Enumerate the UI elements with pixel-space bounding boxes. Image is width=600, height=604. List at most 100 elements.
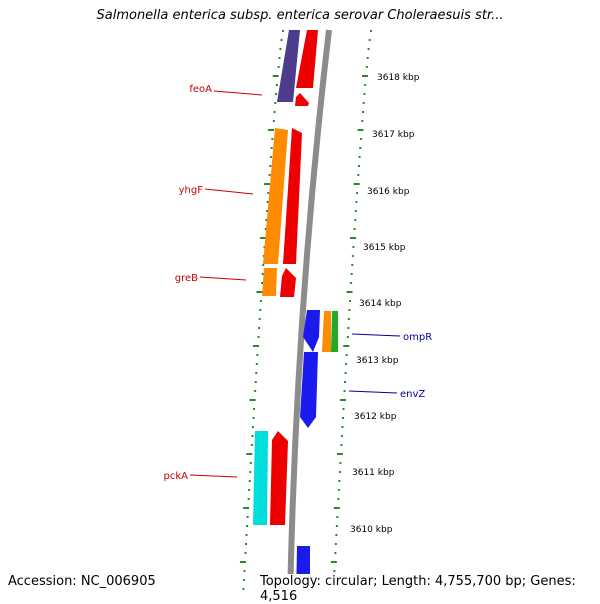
track-dot	[277, 66, 280, 68]
track-dot	[350, 282, 353, 284]
track-dot	[341, 426, 344, 428]
track-dot	[361, 120, 364, 122]
track-dot	[245, 543, 248, 545]
track-tick	[263, 183, 270, 185]
track-tick	[239, 561, 246, 563]
accession-label: Accession: NC_006905	[8, 574, 156, 589]
track-dot	[361, 111, 364, 113]
track-dot	[247, 498, 250, 500]
track-dot	[269, 156, 272, 158]
track-tick	[346, 291, 353, 293]
track-tick	[246, 453, 253, 455]
track-dot	[270, 147, 273, 149]
track-dot	[249, 462, 252, 464]
scale-tick-label: 3615 kbp	[363, 243, 406, 253]
genome-title: Salmonella enterica subsp. enterica sero…	[96, 8, 504, 23]
track-dot	[252, 417, 255, 419]
track-dot	[279, 48, 282, 50]
track-dot	[269, 165, 272, 167]
track-dot	[333, 570, 336, 572]
gene-yhgF-cds	[283, 128, 302, 264]
track-tick	[256, 291, 263, 293]
track-dot	[261, 273, 264, 275]
track-tick	[252, 345, 259, 347]
track-dot	[258, 327, 261, 329]
track-dot	[248, 489, 251, 491]
track-dot	[249, 471, 252, 473]
track-dot	[251, 435, 254, 437]
gene-feoA-cds	[296, 30, 318, 88]
track-dot	[282, 30, 284, 32]
track-tick	[243, 507, 250, 509]
track-dot	[343, 390, 346, 392]
track-dot	[338, 480, 341, 482]
track-dot	[266, 210, 269, 212]
track-dot	[348, 309, 351, 311]
track-boundary-right	[330, 30, 372, 590]
track-dot	[357, 165, 360, 167]
gene-ompR-orange	[322, 311, 331, 352]
gene-pckA	[253, 431, 268, 525]
track-dot	[337, 498, 340, 500]
track-dot	[273, 111, 276, 113]
gene-label-feoA: feoA	[189, 84, 212, 95]
track-dot	[367, 48, 370, 50]
track-dot	[334, 552, 337, 554]
track-dot	[266, 201, 269, 203]
gene-label-yhgF: yhgF	[179, 185, 204, 196]
track-dot	[345, 354, 348, 356]
track-dot	[253, 408, 256, 410]
gene-label-greB: greB	[175, 273, 198, 284]
leader-line-pckA	[189, 474, 238, 478]
track-dot	[251, 426, 254, 428]
track-dot	[280, 39, 283, 41]
track-dot	[263, 246, 266, 248]
track-dot	[364, 84, 367, 86]
gene-envZ	[300, 352, 318, 428]
track-dot	[268, 174, 271, 176]
track-dot	[242, 588, 245, 590]
track-dot	[246, 516, 249, 518]
track-dot	[359, 147, 362, 149]
track-tick	[343, 345, 350, 347]
gene-ompR-green	[331, 311, 338, 352]
track-dot	[344, 381, 347, 383]
track-dot	[362, 102, 365, 104]
track-tick	[260, 237, 267, 239]
track-dot	[353, 228, 356, 230]
track-tick	[272, 75, 279, 77]
track-dot	[354, 219, 357, 221]
track-dot	[274, 102, 277, 104]
track-dot	[352, 246, 355, 248]
track-dot	[351, 255, 354, 257]
scale-tick-label: 3612 kbp	[354, 412, 397, 422]
track-dot	[354, 210, 357, 212]
gene-greB-cds	[280, 268, 296, 297]
track-dot	[265, 219, 268, 221]
track-dot	[370, 30, 372, 32]
track-dot	[346, 336, 349, 338]
leader-line-ompR	[351, 333, 401, 337]
leader-line-yhgF	[204, 188, 254, 195]
track-dot	[264, 228, 267, 230]
track-dot	[341, 417, 344, 419]
track-dot	[258, 318, 261, 320]
track-dot	[339, 462, 342, 464]
track-dot	[335, 534, 338, 536]
track-dot	[255, 372, 258, 374]
track-dot	[334, 543, 337, 545]
track-dot	[246, 525, 249, 527]
scale-tick-label: 3616 kbp	[367, 187, 410, 197]
gene-feoA-purple	[277, 30, 300, 102]
track-dot	[357, 174, 360, 176]
track-dot	[259, 300, 262, 302]
track-dot	[342, 408, 345, 410]
scale-tick-label: 3618 kbp	[377, 73, 420, 83]
track-dot	[335, 525, 338, 527]
track-dot	[337, 489, 340, 491]
gene-greB	[262, 268, 277, 296]
track-dot	[271, 138, 274, 140]
scale-tick-label: 3617 kbp	[372, 130, 415, 140]
track-tick	[268, 129, 275, 131]
track-dot	[248, 480, 251, 482]
